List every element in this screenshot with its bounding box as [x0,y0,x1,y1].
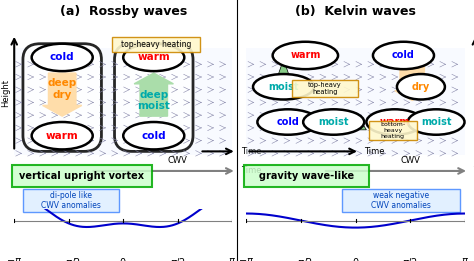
Ellipse shape [408,109,465,135]
FancyBboxPatch shape [23,44,101,151]
Ellipse shape [123,122,184,149]
Text: $\pi/2$: $\pi/2$ [170,256,186,261]
Text: CWV: CWV [168,156,188,165]
FancyArrow shape [395,61,429,100]
Text: $\pi$: $\pi$ [228,256,236,261]
Text: weak negative
CWV anomalies: weak negative CWV anomalies [371,191,431,210]
Text: $-\pi/2$: $-\pi/2$ [57,256,81,261]
Text: $-\pi/2$: $-\pi/2$ [289,256,313,261]
Text: $-\pi$: $-\pi$ [238,256,255,261]
Text: moist: moist [421,117,451,127]
Text: $0$: $0$ [352,256,359,261]
Polygon shape [273,60,294,91]
Ellipse shape [366,109,423,135]
Ellipse shape [257,109,319,135]
Text: (a)  Rossby waves: (a) Rossby waves [60,5,187,18]
Ellipse shape [32,122,93,149]
Text: (b)  Kelvin waves: (b) Kelvin waves [295,5,416,18]
Text: di-pole like
CWV anomalies: di-pole like CWV anomalies [41,191,101,210]
Text: warm: warm [46,131,79,141]
Polygon shape [345,112,366,130]
Text: $\pi$: $\pi$ [461,256,468,261]
Text: cold: cold [141,131,166,141]
Ellipse shape [32,44,93,71]
Text: $-\pi$: $-\pi$ [6,256,22,261]
Text: Time: Time [241,147,262,156]
Ellipse shape [373,42,434,69]
Ellipse shape [123,44,184,71]
Text: top-heavy
heating: top-heavy heating [308,82,342,95]
Text: moist: moist [268,82,299,92]
Text: cold: cold [276,117,300,127]
Ellipse shape [253,74,314,99]
Text: warm: warm [380,117,410,127]
Text: cold: cold [392,50,415,61]
Text: bottom-
heavy
heating: bottom- heavy heating [380,122,405,139]
Bar [14,48,232,155]
FancyBboxPatch shape [244,165,369,187]
FancyBboxPatch shape [115,44,193,151]
Text: warm: warm [137,52,170,62]
Text: warm: warm [290,50,320,61]
Text: deep
moist: deep moist [137,90,170,111]
Text: $\pi/2$: $\pi/2$ [402,256,418,261]
Text: $0$: $0$ [119,256,127,261]
Ellipse shape [303,109,364,135]
Text: gravity wave-like: gravity wave-like [259,171,354,181]
FancyBboxPatch shape [342,188,460,212]
Text: CWV: CWV [400,156,420,165]
Bar [246,48,465,155]
Text: vertical upright vortex: vertical upright vortex [19,171,144,181]
Text: top-heavy heating: top-heavy heating [121,40,191,49]
Text: deep
dry: deep dry [47,78,77,99]
Text: cold: cold [50,52,74,62]
Text: Time: Time [473,167,474,175]
FancyBboxPatch shape [369,121,417,140]
FancyBboxPatch shape [112,37,200,52]
FancyArrow shape [43,73,82,116]
Ellipse shape [397,74,445,99]
Text: Time: Time [241,167,262,175]
Ellipse shape [273,42,338,69]
FancyBboxPatch shape [23,188,119,212]
Text: dry: dry [412,82,430,92]
FancyBboxPatch shape [292,80,358,97]
Text: Time: Time [364,147,385,156]
FancyBboxPatch shape [12,165,152,187]
Text: moist: moist [319,117,349,127]
FancyArrow shape [134,73,173,116]
Text: Height: Height [1,79,10,107]
